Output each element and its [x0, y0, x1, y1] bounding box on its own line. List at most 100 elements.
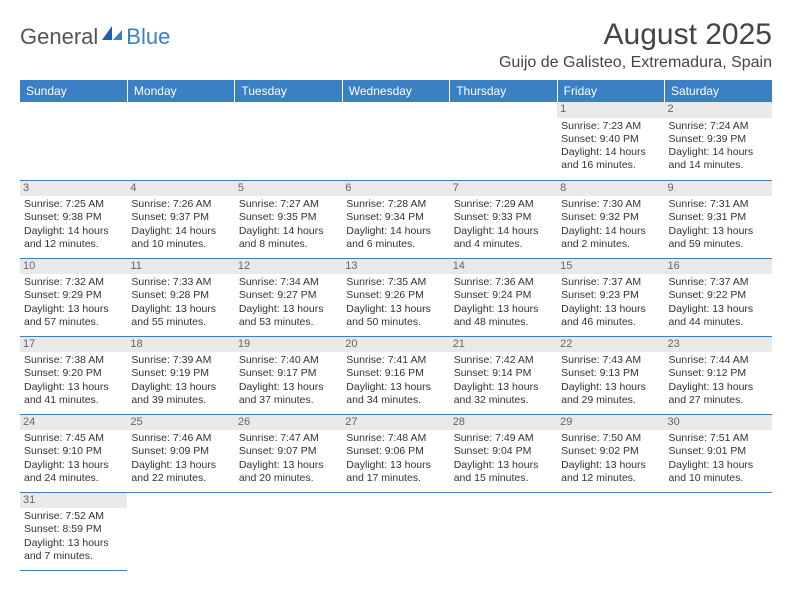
daylight-text: Daylight: 13 hours and 29 minutes. [561, 381, 660, 407]
dow-tuesday: Tuesday [235, 80, 342, 102]
sunrise-text: Sunrise: 7:47 AM [239, 432, 338, 445]
sunset-text: Sunset: 9:26 PM [346, 289, 445, 302]
calendar-cell [342, 102, 449, 180]
sunset-text: Sunset: 9:37 PM [131, 211, 230, 224]
daylight-text: Daylight: 14 hours and 16 minutes. [561, 146, 660, 172]
daylight-text: Daylight: 13 hours and 53 minutes. [239, 303, 338, 329]
sunrise-text: Sunrise: 7:44 AM [669, 354, 768, 367]
day-number: 8 [557, 181, 664, 197]
day-number: 11 [127, 259, 234, 275]
calendar-cell: 9Sunrise: 7:31 AMSunset: 9:31 PMDaylight… [665, 180, 772, 258]
calendar-cell [342, 492, 449, 570]
sunset-text: Sunset: 9:32 PM [561, 211, 660, 224]
calendar-cell: 27Sunrise: 7:48 AMSunset: 9:06 PMDayligh… [342, 414, 449, 492]
header: General Blue August 2025 Guijo de Galist… [20, 18, 772, 72]
day-number: 18 [127, 337, 234, 353]
sunrise-text: Sunrise: 7:29 AM [454, 198, 553, 211]
sunrise-text: Sunrise: 7:37 AM [561, 276, 660, 289]
daylight-text: Daylight: 13 hours and 12 minutes. [561, 459, 660, 485]
calendar-cell: 17Sunrise: 7:38 AMSunset: 9:20 PMDayligh… [20, 336, 127, 414]
sunset-text: Sunset: 9:40 PM [561, 133, 660, 146]
sunset-text: Sunset: 9:12 PM [669, 367, 768, 380]
dow-sunday: Sunday [20, 80, 127, 102]
location: Guijo de Galisteo, Extremadura, Spain [499, 54, 772, 72]
daylight-text: Daylight: 13 hours and 15 minutes. [454, 459, 553, 485]
sunrise-text: Sunrise: 7:28 AM [346, 198, 445, 211]
sunset-text: Sunset: 9:27 PM [239, 289, 338, 302]
daylight-text: Daylight: 14 hours and 8 minutes. [239, 225, 338, 251]
day-number: 21 [450, 337, 557, 353]
daylight-text: Daylight: 13 hours and 7 minutes. [24, 537, 123, 563]
calendar-cell: 23Sunrise: 7:44 AMSunset: 9:12 PMDayligh… [665, 336, 772, 414]
calendar-cell: 3Sunrise: 7:25 AMSunset: 9:38 PMDaylight… [20, 180, 127, 258]
day-number: 20 [342, 337, 449, 353]
daylight-text: Daylight: 13 hours and 46 minutes. [561, 303, 660, 329]
sunset-text: Sunset: 9:35 PM [239, 211, 338, 224]
day-number: 19 [235, 337, 342, 353]
calendar-cell: 10Sunrise: 7:32 AMSunset: 9:29 PMDayligh… [20, 258, 127, 336]
sunrise-text: Sunrise: 7:34 AM [239, 276, 338, 289]
day-number: 15 [557, 259, 664, 275]
sunset-text: Sunset: 9:38 PM [24, 211, 123, 224]
sunset-text: Sunset: 9:33 PM [454, 211, 553, 224]
daylight-text: Daylight: 14 hours and 4 minutes. [454, 225, 553, 251]
calendar-cell: 18Sunrise: 7:39 AMSunset: 9:19 PMDayligh… [127, 336, 234, 414]
calendar-cell [235, 102, 342, 180]
calendar-body: 1Sunrise: 7:23 AMSunset: 9:40 PMDaylight… [20, 102, 772, 570]
dow-friday: Friday [557, 80, 664, 102]
day-number: 14 [450, 259, 557, 275]
daylight-text: Daylight: 13 hours and 10 minutes. [669, 459, 768, 485]
sunset-text: Sunset: 9:16 PM [346, 367, 445, 380]
daylight-text: Daylight: 13 hours and 57 minutes. [24, 303, 123, 329]
sunrise-text: Sunrise: 7:27 AM [239, 198, 338, 211]
calendar-cell: 8Sunrise: 7:30 AMSunset: 9:32 PMDaylight… [557, 180, 664, 258]
day-number: 23 [665, 337, 772, 353]
dow-monday: Monday [127, 80, 234, 102]
sunrise-text: Sunrise: 7:39 AM [131, 354, 230, 367]
daylight-text: Daylight: 13 hours and 50 minutes. [346, 303, 445, 329]
sunset-text: Sunset: 9:28 PM [131, 289, 230, 302]
sunrise-text: Sunrise: 7:46 AM [131, 432, 230, 445]
dow-saturday: Saturday [665, 80, 772, 102]
sunrise-text: Sunrise: 7:43 AM [561, 354, 660, 367]
calendar-week: 24Sunrise: 7:45 AMSunset: 9:10 PMDayligh… [20, 414, 772, 492]
daylight-text: Daylight: 13 hours and 27 minutes. [669, 381, 768, 407]
calendar-cell: 25Sunrise: 7:46 AMSunset: 9:09 PMDayligh… [127, 414, 234, 492]
sunrise-text: Sunrise: 7:26 AM [131, 198, 230, 211]
dow-wednesday: Wednesday [342, 80, 449, 102]
daylight-text: Daylight: 14 hours and 12 minutes. [24, 225, 123, 251]
sunset-text: Sunset: 9:19 PM [131, 367, 230, 380]
day-number: 25 [127, 415, 234, 431]
day-number: 30 [665, 415, 772, 431]
day-number: 7 [450, 181, 557, 197]
day-number: 31 [20, 493, 127, 509]
calendar-cell: 26Sunrise: 7:47 AMSunset: 9:07 PMDayligh… [235, 414, 342, 492]
day-number: 12 [235, 259, 342, 275]
calendar-cell: 6Sunrise: 7:28 AMSunset: 9:34 PMDaylight… [342, 180, 449, 258]
calendar-cell [235, 492, 342, 570]
sunrise-text: Sunrise: 7:31 AM [669, 198, 768, 211]
day-number: 28 [450, 415, 557, 431]
calendar-cell: 29Sunrise: 7:50 AMSunset: 9:02 PMDayligh… [557, 414, 664, 492]
logo: General Blue [20, 18, 170, 50]
day-number: 24 [20, 415, 127, 431]
daylight-text: Daylight: 13 hours and 41 minutes. [24, 381, 123, 407]
day-number: 5 [235, 181, 342, 197]
logo-sail-icon [100, 22, 124, 48]
daylight-text: Daylight: 13 hours and 22 minutes. [131, 459, 230, 485]
sunset-text: Sunset: 9:04 PM [454, 445, 553, 458]
sunrise-text: Sunrise: 7:51 AM [669, 432, 768, 445]
calendar-week: 3Sunrise: 7:25 AMSunset: 9:38 PMDaylight… [20, 180, 772, 258]
sunset-text: Sunset: 9:23 PM [561, 289, 660, 302]
calendar-cell: 2Sunrise: 7:24 AMSunset: 9:39 PMDaylight… [665, 102, 772, 180]
month-title: August 2025 [499, 18, 772, 52]
calendar-cell: 5Sunrise: 7:27 AMSunset: 9:35 PMDaylight… [235, 180, 342, 258]
daylight-text: Daylight: 13 hours and 24 minutes. [24, 459, 123, 485]
daylight-text: Daylight: 13 hours and 55 minutes. [131, 303, 230, 329]
logo-text-blue: Blue [126, 24, 170, 50]
sunrise-text: Sunrise: 7:41 AM [346, 354, 445, 367]
calendar-week: 10Sunrise: 7:32 AMSunset: 9:29 PMDayligh… [20, 258, 772, 336]
daylight-text: Daylight: 13 hours and 37 minutes. [239, 381, 338, 407]
sunset-text: Sunset: 9:17 PM [239, 367, 338, 380]
sunset-text: Sunset: 9:24 PM [454, 289, 553, 302]
